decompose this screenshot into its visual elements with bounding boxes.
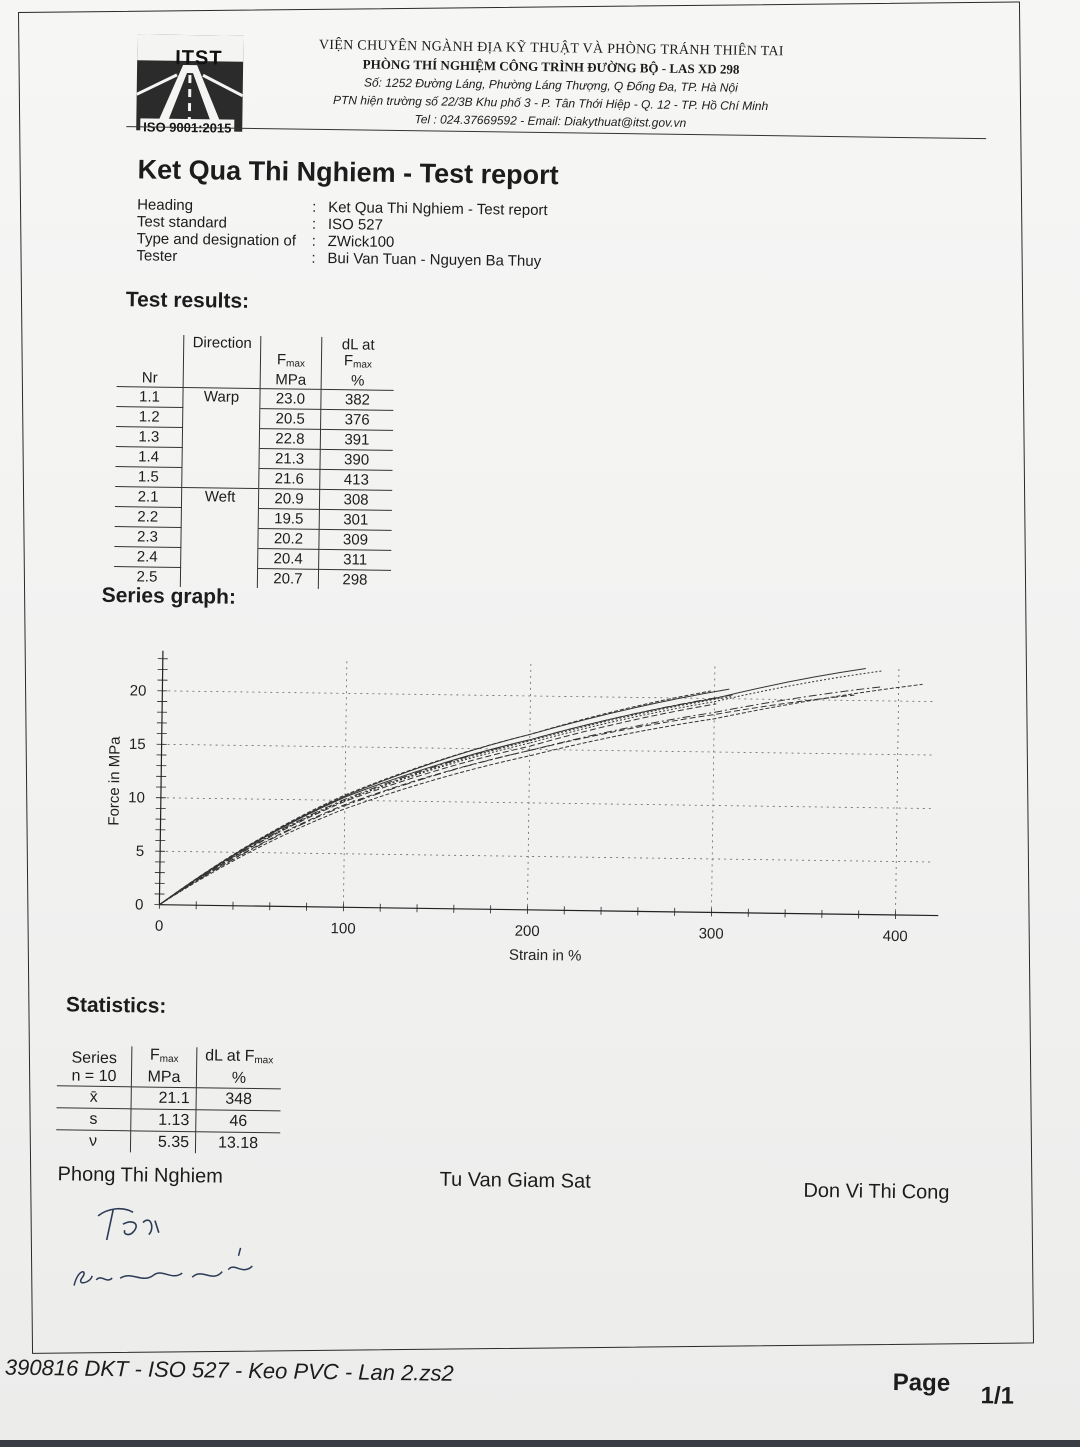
statistics-heading: Statistics: <box>66 993 167 1018</box>
x-tick-label: 400 <box>883 928 908 945</box>
x-tick-label: 200 <box>515 923 540 940</box>
series-line <box>159 661 882 915</box>
x-tick-label: 100 <box>330 920 355 937</box>
y-axis-label: Force in MPa <box>105 736 123 826</box>
signature-supervisor: Tu Van Giam Sat <box>439 1169 590 1194</box>
grid-line <box>161 798 934 809</box>
col-dl: dL at Fmax% <box>321 337 394 391</box>
info-key: Tester <box>136 247 311 266</box>
series-graph-heading: Series graph: <box>102 584 237 610</box>
signature-lab: Phong Thi Nghiem <box>57 1163 223 1188</box>
series-line <box>159 687 734 913</box>
series-line <box>159 681 729 912</box>
direction-warp: Warp <box>183 387 260 408</box>
series-line <box>159 659 865 915</box>
report-title: Ket Qua Thi Nghiem - Test report <box>137 154 558 191</box>
grid-line <box>160 851 933 862</box>
page-number: 1/1 <box>980 1382 1014 1410</box>
itst-logo: ITST <box>136 34 243 131</box>
info-value: ISO 527 <box>328 216 383 234</box>
x-axis-label: Strain in % <box>509 947 582 965</box>
grid-line <box>527 664 530 910</box>
y-tick-label: 15 <box>129 736 146 753</box>
col-dl: dL at Fmax% <box>196 1047 281 1089</box>
y-tick-label: 5 <box>136 843 145 860</box>
grid-line <box>896 669 899 915</box>
y-tick-label: 20 <box>130 682 147 699</box>
info-value: ZWick100 <box>328 233 395 251</box>
series-line <box>159 689 731 913</box>
report-info: Heading: Ket Qua Thi Nghiem - Test repor… <box>136 196 547 270</box>
series-line <box>159 677 880 915</box>
series-line <box>159 674 922 916</box>
x-tick-label: 300 <box>699 925 724 942</box>
handwritten-signature <box>62 1193 284 1306</box>
series-line <box>159 685 854 914</box>
info-value: Bui Van Tuan - Nguyen Ba Thuy <box>327 250 541 270</box>
y-tick-label: 10 <box>128 789 145 806</box>
series-line <box>159 683 710 912</box>
y-axis <box>159 651 163 905</box>
x-tick-label: 0 <box>155 918 164 935</box>
signature-contractor: Don Vi Thi Cong <box>803 1180 949 1205</box>
col-nr: Nr <box>117 334 184 387</box>
y-tick-label: 0 <box>135 896 144 913</box>
page-label: Page <box>893 1369 951 1398</box>
grid-line <box>162 691 935 702</box>
grid-line <box>343 661 346 907</box>
direction-weft: Weft <box>181 487 258 508</box>
footer-filename: 390816 DKT - ISO 527 - Keo PVC - Lan 2.z… <box>5 1355 454 1387</box>
road-icon <box>136 34 243 131</box>
grid-line <box>711 666 714 912</box>
test-results-heading: Test results: <box>126 288 250 314</box>
organization-header: VIỆN CHUYÊN NGÀNH ĐỊA KỸ THUẬT VÀ PHÒNG … <box>270 36 831 134</box>
x-axis <box>159 905 938 916</box>
col-direction: Direction <box>183 335 261 389</box>
